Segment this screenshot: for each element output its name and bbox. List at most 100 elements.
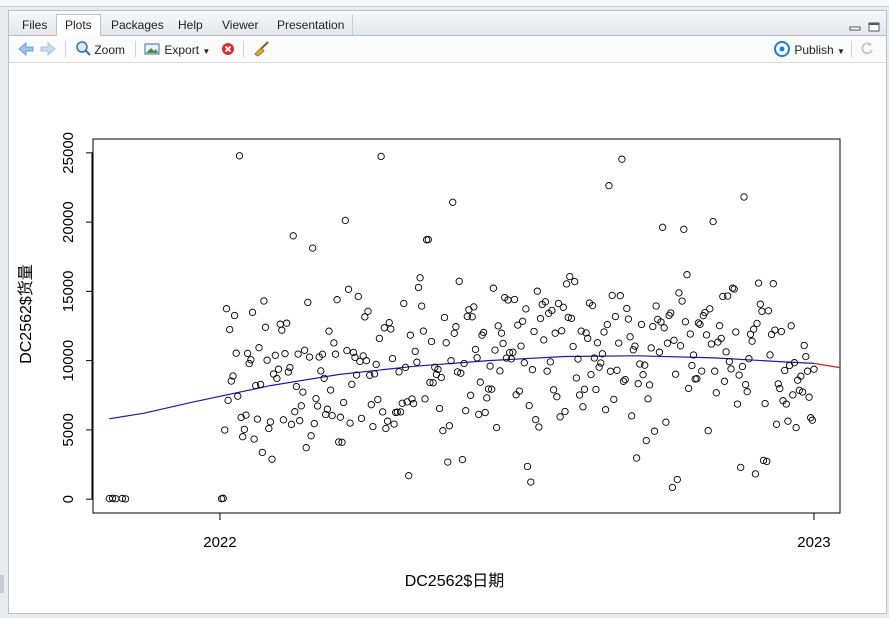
tab-viewer[interactable]: Viewer (213, 14, 267, 35)
tab-presentation[interactable]: Presentation (268, 14, 354, 35)
data-point (250, 435, 258, 443)
export-button[interactable]: Export ▼ (143, 40, 210, 58)
data-point (597, 359, 605, 367)
data-point (367, 401, 375, 409)
window-top-strip (0, 0, 889, 7)
data-point (763, 457, 771, 466)
export-dropdown-icon: ▼ (202, 47, 211, 56)
data-point (781, 366, 789, 375)
data-point (279, 416, 288, 424)
tab-help[interactable]: Help (169, 14, 212, 35)
data-point (418, 302, 426, 310)
tab-files[interactable]: Files (13, 14, 56, 35)
tab-packages[interactable]: Packages (102, 14, 173, 35)
data-point (447, 357, 455, 365)
remove-plot-button[interactable] (221, 40, 235, 58)
data-point (701, 308, 709, 317)
tab-plots[interactable]: Plots (56, 14, 101, 36)
data-point (720, 377, 729, 385)
zoom-button[interactable]: Zoom (75, 40, 125, 58)
data-point (232, 349, 240, 357)
data-point (719, 292, 727, 301)
data-point (462, 407, 470, 415)
data-point (745, 355, 753, 363)
data-point (245, 359, 253, 368)
data-point (377, 152, 385, 161)
data-point (444, 458, 452, 466)
data-point (741, 380, 750, 389)
data-point (393, 408, 401, 416)
data-point (530, 327, 538, 336)
data-point (416, 274, 424, 282)
data-point (466, 391, 475, 399)
data-point (665, 311, 673, 320)
data-point (644, 395, 652, 403)
data-point (789, 391, 797, 399)
data-point (439, 427, 447, 435)
data-point (362, 357, 371, 365)
data-point (606, 367, 615, 375)
data-point (618, 155, 626, 163)
data-point (401, 363, 410, 372)
data-point (343, 346, 351, 355)
data-point (688, 361, 696, 370)
data-point (540, 336, 548, 344)
data-point (317, 367, 325, 375)
data-point (258, 448, 266, 457)
data-point (704, 427, 712, 435)
data-point (686, 330, 694, 338)
data-point (413, 358, 421, 366)
data-point (266, 418, 275, 426)
data-point (641, 361, 649, 369)
data-point (785, 361, 794, 370)
plots-toolbar: Zoom Export ▼ Publish ▼ (9, 36, 886, 63)
data-point (556, 413, 564, 421)
data-point (577, 327, 585, 335)
data-point (483, 394, 491, 402)
data-point (580, 385, 589, 393)
data-point (649, 322, 657, 331)
data-point (706, 305, 714, 313)
data-point (239, 433, 247, 441)
data-point (299, 388, 307, 396)
data-point (615, 339, 623, 347)
data-point (445, 422, 454, 430)
data-point (271, 351, 279, 359)
data-point (330, 339, 338, 347)
data-point (434, 365, 442, 374)
data-point (722, 348, 730, 356)
data-point (737, 463, 745, 472)
data-point (309, 244, 317, 252)
clear-all-plots-button[interactable] (253, 40, 271, 58)
data-point (352, 371, 361, 379)
left-scrollbar-stub[interactable] (0, 575, 4, 593)
data-point (411, 347, 419, 356)
data-point (517, 342, 525, 350)
tab-presentation-label: Presentation (277, 18, 345, 32)
data-point (645, 381, 654, 389)
forward-arrow-icon[interactable] (39, 40, 57, 58)
data-point (450, 329, 458, 337)
data-point (616, 292, 624, 300)
data-point (313, 402, 322, 410)
data-point (287, 420, 296, 429)
data-point (121, 495, 130, 503)
refresh-button[interactable] (859, 40, 875, 58)
back-arrow-icon[interactable] (17, 40, 35, 58)
data-point (652, 302, 660, 310)
data-point (336, 413, 345, 421)
data-point (592, 385, 600, 394)
data-point (253, 415, 262, 423)
publish-button[interactable]: Publish ▼ (773, 40, 845, 58)
data-point (634, 380, 642, 388)
data-point (571, 277, 579, 286)
minimize-pane-icon[interactable] (849, 19, 861, 31)
data-point (541, 298, 550, 306)
data-point (772, 420, 781, 428)
tab-packages-label: Packages (111, 18, 164, 32)
maximize-pane-icon[interactable] (868, 19, 880, 32)
refresh-icon (861, 42, 873, 55)
data-point (794, 376, 802, 384)
data-point (619, 377, 628, 385)
extrapolated-fit-line (813, 362, 841, 369)
